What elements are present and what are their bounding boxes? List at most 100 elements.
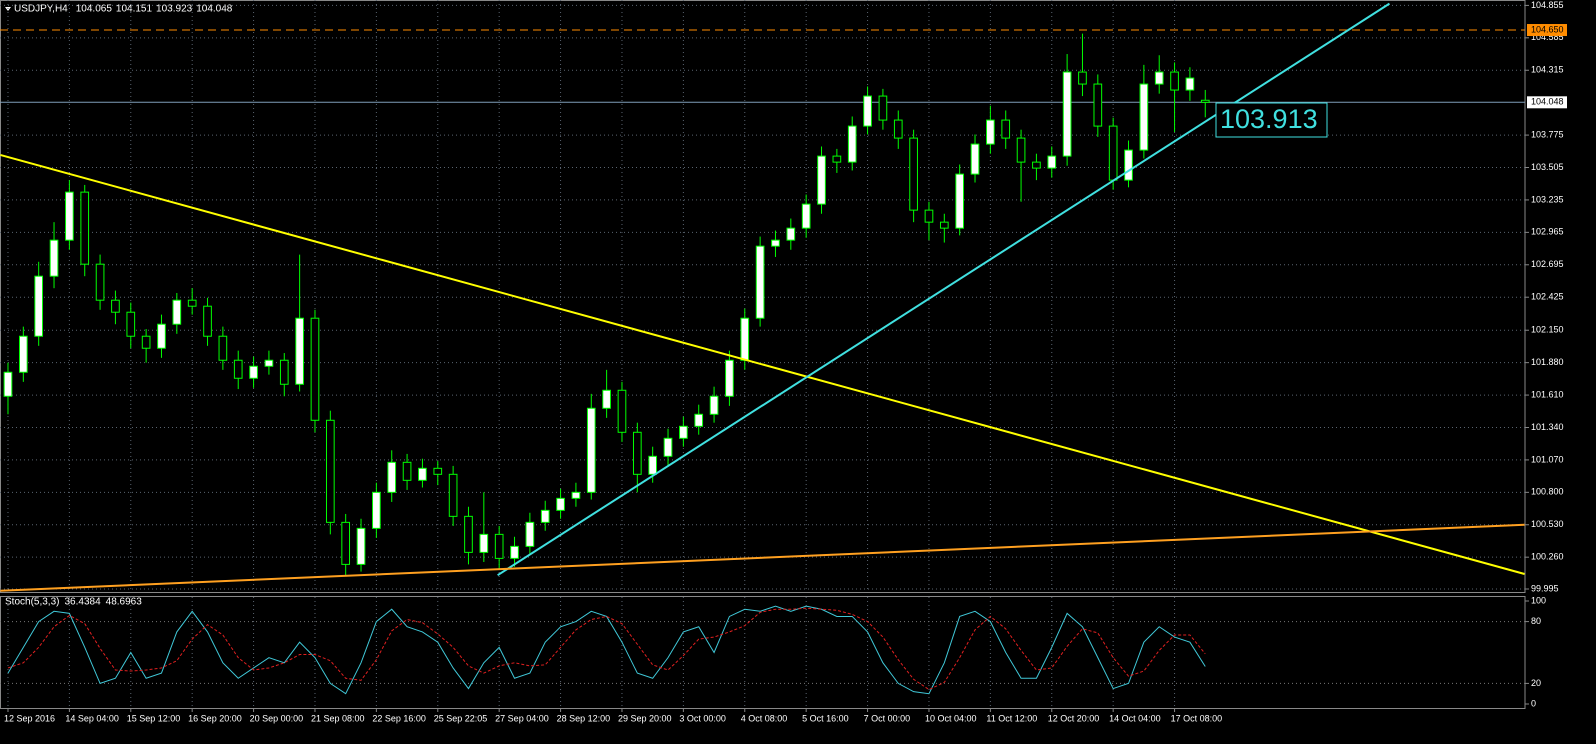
x-tick-label: 20 Sep 00:00 (250, 713, 304, 723)
candle-body (433, 467, 443, 475)
indicator-line (7, 607, 1206, 691)
candle-body (249, 365, 258, 379)
candle-body (264, 359, 274, 367)
candle-body (847, 125, 857, 163)
candle-body (556, 497, 565, 511)
x-tick-label: 22 Sep 16:00 (372, 713, 426, 723)
candle-body (909, 137, 918, 211)
x-tick-label: 16 Sep 20:00 (188, 713, 242, 723)
indicator-title: Stoch(5,3,3) (5, 597, 59, 608)
y-tick-label: 103.775 (1531, 129, 1564, 139)
y-tick-label: 104.585 (1531, 32, 1564, 42)
x-tick-label: 3 Oct 00:00 (679, 713, 726, 723)
x-tick-label: 12 Oct 20:00 (1048, 713, 1100, 723)
candle-body (3, 371, 13, 397)
candle-body (1154, 71, 1164, 85)
x-tick-label: 7 Oct 00:00 (864, 713, 911, 723)
candle-body (1185, 77, 1195, 91)
candle-body (1062, 71, 1072, 157)
header-ohlc: 104.151 (116, 4, 153, 15)
candle-body (617, 389, 627, 433)
y-tick-label: 100.260 (1531, 552, 1564, 562)
header-ohlc: 104.065 (76, 4, 113, 15)
candle-body (632, 431, 642, 475)
current-price-bg (1527, 96, 1567, 109)
candle-body (172, 299, 182, 325)
candle-body (464, 515, 473, 553)
candle-body (571, 491, 581, 499)
candle-body (1200, 99, 1210, 103)
candle-body (233, 359, 243, 379)
indicator-line (7, 605, 1206, 695)
x-tick-label: 17 Oct 08:00 (1171, 713, 1223, 723)
candle-body (955, 173, 965, 229)
candle-body (786, 227, 796, 241)
candle-body (679, 425, 688, 439)
candle-body (939, 221, 949, 229)
candle-body (602, 389, 611, 409)
y-tick-label: 104.855 (1531, 0, 1564, 10)
candle-body (863, 95, 872, 127)
candle-body (663, 437, 673, 457)
y-tick-label: 0 (1531, 698, 1536, 708)
candle-body (18, 335, 28, 373)
x-tick-label: 11 Oct 12:00 (986, 713, 1037, 723)
trendline (497, 2, 1391, 577)
candle-body (279, 359, 289, 385)
candle-body (65, 191, 74, 241)
candle-body (418, 467, 427, 481)
candle-body (387, 461, 397, 493)
y-tick-label: 20 (1531, 678, 1541, 688)
candle-body (1016, 137, 1026, 163)
candle-body (648, 455, 658, 475)
candle-body (1093, 83, 1103, 127)
candle-body (80, 191, 90, 265)
y-tick-label: 103.235 (1531, 194, 1564, 204)
y-tick-label: 101.340 (1531, 422, 1564, 432)
candle-body (111, 299, 120, 313)
y-tick-label: 100 (1531, 595, 1546, 605)
candle-body (709, 395, 719, 415)
x-tick-label: 14 Oct 04:00 (1109, 713, 1161, 723)
candle-body (771, 239, 780, 247)
y-tick-label: 102.965 (1531, 227, 1564, 237)
y-tick-label: 100.530 (1531, 519, 1564, 529)
x-tick-label: 21 Sep 08:00 (311, 713, 365, 723)
candle-body (325, 419, 335, 523)
y-tick-label: 102.695 (1531, 259, 1564, 269)
level-label-bg (1527, 24, 1567, 37)
y-tick-label: 101.070 (1531, 454, 1564, 464)
header-ohlc: 103.923 (156, 4, 193, 15)
indicator-value: 36.4384 (64, 597, 101, 608)
y-tick-label: 99.995 (1531, 583, 1559, 593)
candle-body (1108, 125, 1118, 181)
candle-body (1032, 161, 1041, 169)
y-tick-label: 102.425 (1531, 292, 1564, 302)
candle-body (924, 209, 934, 223)
annotation: 103.913 (1220, 104, 1318, 134)
candle-body (372, 491, 381, 529)
y-tick-label: 104.315 (1531, 65, 1564, 75)
header-ohlc: 104.048 (196, 4, 233, 15)
candle-body (893, 119, 903, 139)
candle-body (448, 473, 458, 517)
candle-body (740, 317, 750, 361)
candle-body (341, 521, 351, 565)
y-tick-label: 100.800 (1531, 487, 1564, 497)
candle-body (49, 239, 59, 277)
x-tick-label: 29 Sep 20:00 (618, 713, 672, 723)
y-tick-label: 101.610 (1531, 389, 1564, 399)
candle-body (1124, 149, 1133, 181)
candle-body (694, 413, 704, 427)
candle-body (725, 359, 734, 397)
y-tick-label: 80 (1531, 616, 1541, 626)
candle-body (295, 317, 304, 385)
x-tick-label: 28 Sep 12:00 (557, 713, 611, 723)
y-tick-label: 103.505 (1531, 162, 1564, 172)
candle-body (525, 521, 535, 547)
candle-body (95, 263, 105, 301)
y-tick-label: 101.880 (1531, 357, 1564, 367)
